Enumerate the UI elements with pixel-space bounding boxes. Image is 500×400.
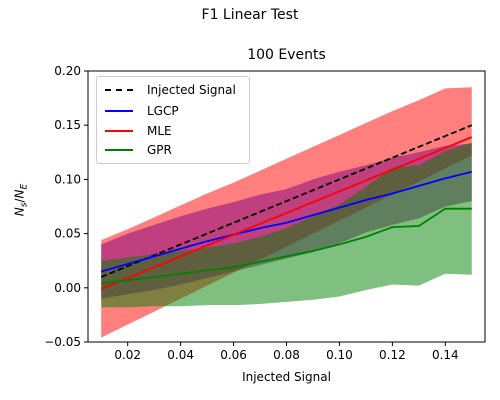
series-line-injected-signal xyxy=(100,124,473,278)
y-tick-label: 0.00 xyxy=(54,281,81,295)
y-tick-label: 0.15 xyxy=(54,118,81,132)
y-tick-label: 0.05 xyxy=(54,227,81,241)
y-tick-label: 0.10 xyxy=(54,172,81,186)
x-tick-label: 0.14 xyxy=(432,348,459,362)
legend-swatch-gpr xyxy=(105,149,133,151)
series-line-gpr xyxy=(101,207,472,285)
legend-swatch-injected-signal xyxy=(105,89,133,91)
chart-title: 100 Events xyxy=(247,47,326,63)
x-tick-label: 0.08 xyxy=(273,348,300,362)
x-tick-label: 0.02 xyxy=(114,348,141,362)
band-gpr xyxy=(101,142,472,308)
legend-entry-lgcp: LGCP xyxy=(105,101,179,121)
legend-swatch-mle xyxy=(105,130,133,132)
x-axis-label: Injected Signal xyxy=(242,370,331,384)
x-tick-label: 0.10 xyxy=(326,348,353,362)
legend-label-mle: MLE xyxy=(147,124,172,138)
legend-swatch-lgcp xyxy=(105,110,133,112)
series-line-mle xyxy=(100,136,473,290)
series-line-lgcp xyxy=(100,170,472,273)
legend-entry-mle: MLE xyxy=(105,121,172,141)
y-axis-label: Ns/NE xyxy=(6,170,36,230)
x-tick-label: 0.12 xyxy=(379,348,406,362)
legend-label-injected-signal: Injected Signal xyxy=(147,83,236,97)
legend-label-lgcp: LGCP xyxy=(147,104,179,118)
x-tick-label: 0.04 xyxy=(167,348,194,362)
legend-entry-gpr: GPR xyxy=(105,140,172,160)
y-tick-label: 0.20 xyxy=(54,64,81,78)
y-tick-label: −0.05 xyxy=(44,335,81,349)
legend-label-gpr: GPR xyxy=(147,143,172,157)
figure-suptitle: F1 Linear Test xyxy=(201,7,299,23)
legend: Injected Signal LGCP MLE GPR xyxy=(96,76,250,164)
legend-entry-injected-signal: Injected Signal xyxy=(105,80,236,100)
x-tick-label: 0.06 xyxy=(220,348,247,362)
y-axis-label-text: Ns/NE xyxy=(12,183,30,217)
